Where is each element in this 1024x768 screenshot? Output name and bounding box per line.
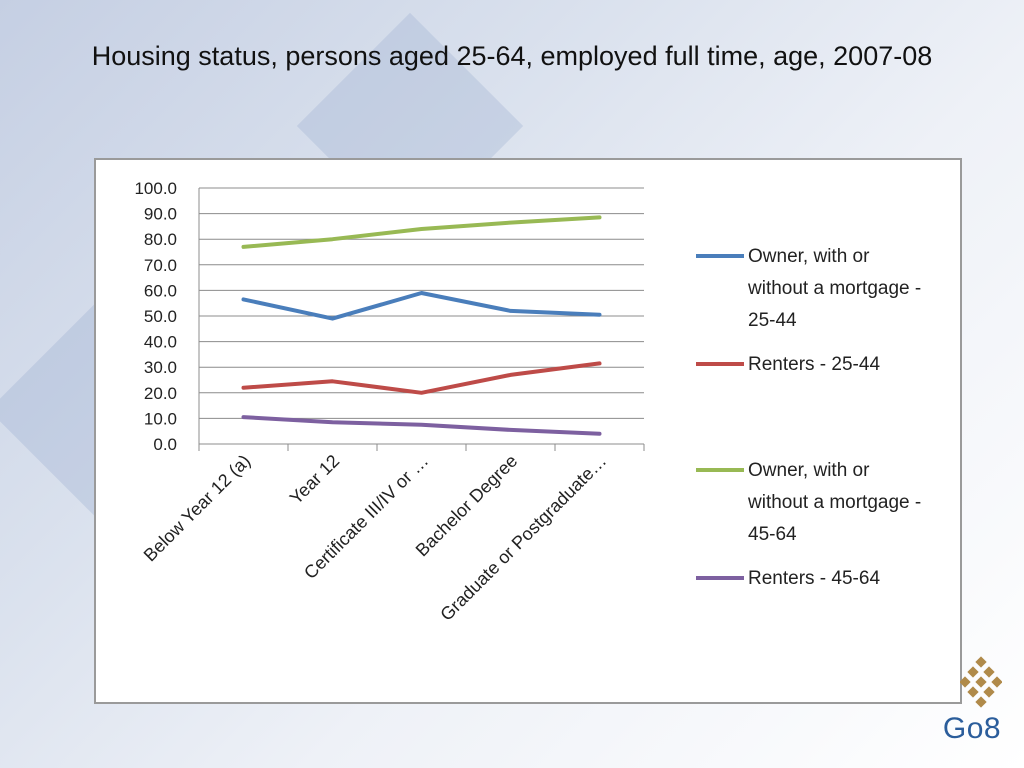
logo-diamond: [960, 676, 971, 688]
y-tick-label: 20.0: [144, 384, 177, 403]
y-tick-label: 60.0: [144, 281, 177, 300]
series-line: [241, 215, 602, 249]
y-tick-label: 50.0: [144, 307, 177, 326]
logo-diamond: [975, 676, 987, 688]
y-tick-label: 0.0: [153, 435, 177, 454]
series-line: [241, 361, 602, 395]
y-tick-label: 30.0: [144, 358, 177, 377]
x-tick-label: Graduate or Postgraduate…: [436, 451, 610, 625]
legend-label: Renters - 45-64: [748, 568, 880, 589]
legend-label: without a mortgage -: [747, 278, 921, 299]
diamond-grid-logo-icon: [960, 656, 1002, 708]
y-tick-label: 90.0: [144, 205, 177, 224]
logo-text: Go8: [942, 712, 1002, 745]
legend-label: 45-64: [748, 524, 797, 545]
y-tick-label: 80.0: [144, 230, 177, 249]
logo-diamond: [975, 656, 987, 668]
logo-diamond: [983, 666, 995, 678]
y-tick-label: 40.0: [144, 333, 177, 352]
series-line: [241, 415, 602, 436]
slide-title: Housing status, persons aged 25-64, empl…: [91, 41, 933, 71]
logo-diamond: [967, 686, 979, 698]
legend-label: Renters - 25-44: [748, 354, 880, 375]
legend-label: Owner, with or: [748, 460, 870, 481]
logo-diamond: [967, 666, 979, 678]
legend-label: 25-44: [748, 310, 797, 331]
legend-label: Owner, with or: [748, 246, 870, 267]
logo-diamond: [991, 676, 1002, 688]
y-tick-label: 70.0: [144, 256, 177, 275]
logo-diamond: [975, 696, 987, 708]
legend-label: without a mortgage -: [747, 492, 921, 513]
logo-diamond: [983, 686, 995, 698]
x-tick-label: Below Year 12 (a): [140, 451, 255, 566]
x-tick-label: Year 12: [286, 451, 344, 509]
chart-panel: 100.0 90.0 80.0 70.0 60.0 50.0 40.0 30.0 20.0 10.…: [94, 158, 962, 704]
series-line: [241, 291, 602, 321]
y-tick-label: 100.0: [134, 179, 177, 198]
line-chart: 100.0 90.0 80.0 70.0 60.0 50.0 40.0 30.0 20.0 10.…: [134, 179, 921, 625]
y-tick-label: 10.0: [144, 409, 177, 428]
